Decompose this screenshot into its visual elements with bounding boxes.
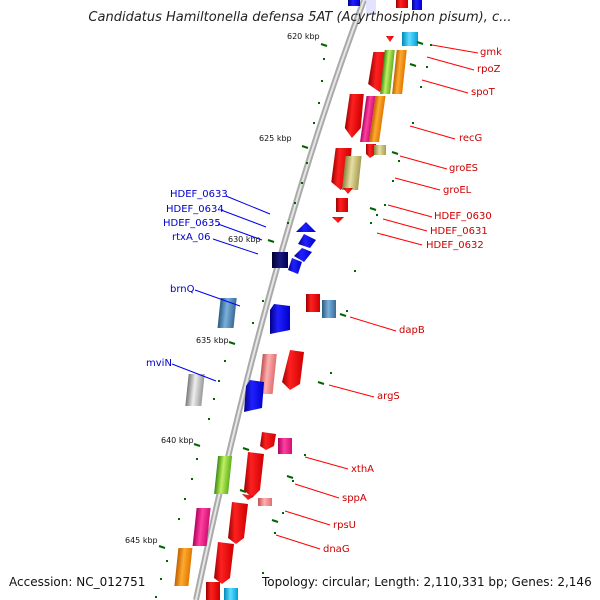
gene-label-HDEF_0630[interactable]: HDEF_0630 (434, 211, 492, 222)
reverse-strand-genes (185, 222, 316, 412)
topology-label: Topology: (262, 575, 319, 589)
gene-label-HDEF_0632[interactable]: HDEF_0632 (426, 240, 484, 251)
gene-label-xthA[interactable]: xthA (351, 464, 375, 475)
tick-label-635: 635 kbp (196, 336, 229, 345)
tick-label-625: 625 kbp (259, 134, 292, 143)
length-value: 2,110,331 bp; (423, 575, 508, 589)
gene-label-spoT[interactable]: spoT (471, 87, 495, 98)
genes-label: Genes: (511, 575, 554, 589)
gene-label-rpsU[interactable]: rpsU (333, 520, 356, 531)
topology-value: circular; (321, 575, 371, 589)
gene-label-groEL[interactable]: groEL (443, 185, 472, 196)
gene-label-groES[interactable]: groES (449, 163, 479, 174)
gene-label-HDEF_0634[interactable]: HDEF_0634 (166, 204, 224, 215)
leader-lines-left (171, 195, 271, 382)
gene-label-recG[interactable]: recG (459, 133, 483, 144)
genome-stats: Topology: circular; Length: 2,110,331 bp… (262, 575, 592, 589)
gene-label-HDEF_0635[interactable]: HDEF_0635 (163, 218, 221, 229)
tick-label-645: 645 kbp (125, 536, 158, 545)
chromosome-backbone-highlight (195, 0, 365, 600)
gene-label-dapB[interactable]: dapB (399, 325, 425, 336)
genes-value: 2,146 (557, 575, 592, 589)
tick-label-640: 640 kbp (161, 436, 194, 445)
gene-label-sppA[interactable]: sppA (342, 493, 367, 504)
gene-label-gmk[interactable]: gmk (480, 47, 502, 58)
gene-label-dnaG[interactable]: dnaG (323, 544, 350, 555)
leader-lines-right (275, 44, 479, 550)
gene-label-rtxA_06[interactable]: rtxA_06 (172, 232, 211, 243)
accession-label: Accession: (9, 575, 73, 589)
gene-label-mviN[interactable]: mviN (146, 358, 172, 369)
tick-dots (155, 44, 432, 598)
kbp-tick-marks (158, 41, 424, 549)
tick-label-620: 620 kbp (287, 32, 320, 41)
gene-label-HDEF_0631[interactable]: HDEF_0631 (430, 226, 488, 237)
tick-label-630: 630 kbp (228, 235, 261, 244)
gene-label-argS[interactable]: argS (377, 391, 400, 402)
accession-info: Accession: NC_012751 (9, 575, 145, 589)
gene-label-rpoZ[interactable]: rpoZ (477, 64, 501, 75)
accession-value: NC_012751 (76, 575, 146, 589)
gene-label-brnQ[interactable]: brnQ (170, 284, 195, 295)
forward-strand-genes (174, 0, 422, 600)
map-title: Candidatus Hamiltonella defensa 5AT (Acy… (88, 10, 512, 25)
length-label: Length: (374, 575, 420, 589)
gene-label-HDEF_0633[interactable]: HDEF_0633 (170, 189, 228, 200)
